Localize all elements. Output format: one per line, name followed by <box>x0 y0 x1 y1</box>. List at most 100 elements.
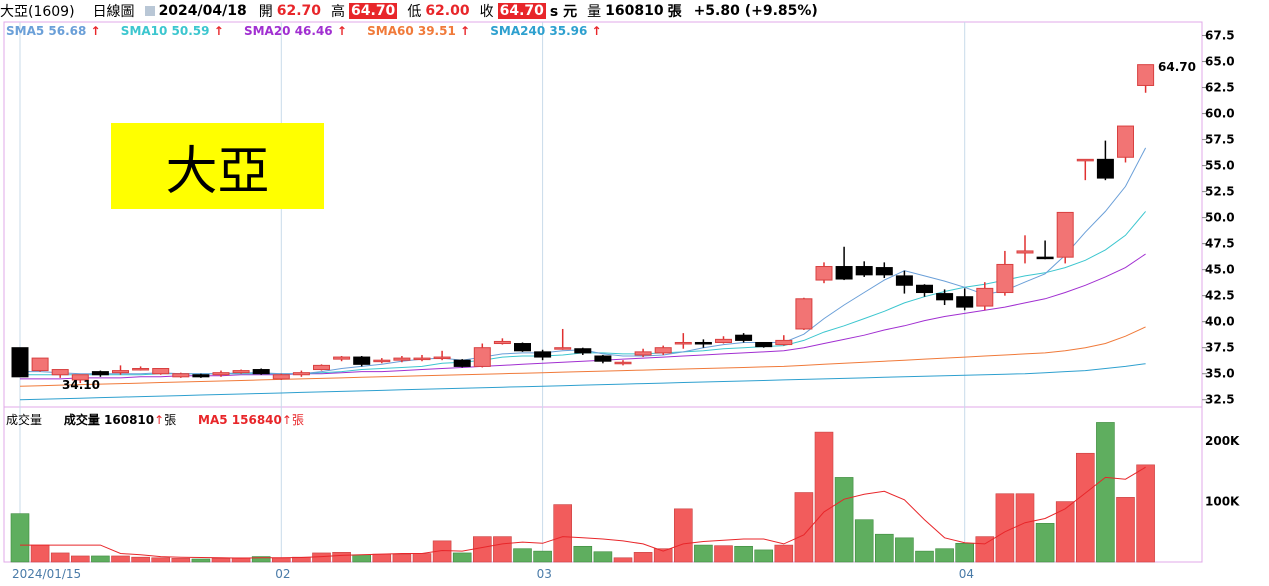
candle-body <box>232 370 250 374</box>
volume-bar <box>553 504 573 563</box>
candle <box>634 348 652 358</box>
volume-bar <box>573 545 593 563</box>
candle-body <box>956 296 974 308</box>
low-value: 62.00 <box>425 3 470 19</box>
volume-value: 160810 <box>605 3 664 19</box>
price-tick-label: 40.0 <box>1205 315 1235 329</box>
legend-sma20: SMA20 46.46 ↑ <box>243 24 347 38</box>
candle <box>735 333 753 343</box>
price-tick-label: 60.0 <box>1205 107 1235 121</box>
date-tick-label: 04 <box>959 567 974 581</box>
candle-body <box>795 298 813 330</box>
legend-sma240: SMA240 35.96 ↑ <box>490 24 602 38</box>
candle <box>694 339 712 348</box>
price-tick-label: 37.5 <box>1205 341 1235 355</box>
volume-bar <box>915 550 934 563</box>
volume-bar <box>1076 452 1095 563</box>
volume-label: 量 <box>587 4 602 20</box>
volume-bar <box>352 554 372 563</box>
quote-date: 2024/04/18 <box>158 3 247 19</box>
candle <box>252 368 270 375</box>
volume-bar <box>995 493 1015 563</box>
candle <box>1117 125 1134 163</box>
candle <box>916 284 933 297</box>
volume-bar <box>412 553 432 563</box>
candle-body <box>855 266 873 276</box>
volume-bar <box>895 537 914 563</box>
volume-bar <box>694 544 713 563</box>
candle <box>815 262 833 284</box>
candle <box>433 350 451 361</box>
price-tick-label: 50.0 <box>1205 211 1235 225</box>
candle-body <box>292 372 310 376</box>
candle <box>212 370 230 377</box>
legend-sma5: SMA5 56.68 ↑ <box>6 24 101 38</box>
candle <box>313 364 330 371</box>
candle <box>1036 240 1054 260</box>
price-tick-label: 65.0 <box>1205 55 1235 69</box>
volume-ma5-line <box>20 466 1146 559</box>
volume-bar <box>30 544 50 563</box>
volume-bar <box>673 508 693 563</box>
candle <box>1096 140 1114 181</box>
period-label[interactable]: 日線圖 <box>92 4 135 20</box>
candle <box>333 356 351 362</box>
candle-body <box>112 370 129 374</box>
volume-bar <box>533 550 552 563</box>
price-tick-label: 67.5 <box>1205 29 1235 43</box>
volume-bar <box>1015 493 1035 563</box>
candle-body <box>172 373 190 378</box>
candle-body <box>936 293 954 301</box>
candle-body <box>674 341 692 345</box>
close-label: 收 <box>479 4 494 20</box>
candle-body <box>775 339 793 346</box>
volume-bar <box>1035 523 1055 563</box>
volume-bar <box>251 556 271 563</box>
volume-bar <box>372 553 392 563</box>
volume-bar <box>332 552 351 563</box>
volume-bar <box>513 548 532 563</box>
sma240-line <box>19 363 1146 401</box>
candle <box>91 370 109 377</box>
candle <box>554 328 572 350</box>
volume-bar <box>452 552 472 563</box>
candle-body <box>192 374 210 378</box>
candle <box>373 358 391 364</box>
candle-body <box>91 371 109 376</box>
volume-bar <box>10 513 30 563</box>
volume-bar <box>834 477 854 563</box>
candle-body <box>152 368 170 375</box>
volume-bar <box>151 557 170 563</box>
candle-body <box>1016 250 1034 254</box>
candle-body <box>31 357 49 372</box>
title-box: 大亞 <box>111 123 324 209</box>
sma20-line <box>20 253 1146 380</box>
volume-bar <box>633 552 653 563</box>
volume-bar <box>1096 422 1115 563</box>
volume-bar <box>935 548 954 563</box>
candle-body <box>433 356 451 360</box>
volume-bar <box>955 542 975 563</box>
candle-body <box>473 347 491 367</box>
candle <box>855 261 873 277</box>
volume-bar <box>814 431 834 563</box>
candle-body <box>715 338 732 343</box>
candle-body <box>1117 125 1134 158</box>
volume-bar <box>271 557 291 563</box>
candle <box>775 335 793 346</box>
volume-bar <box>1136 464 1155 563</box>
candle <box>895 270 913 294</box>
candle-body <box>11 347 29 378</box>
candle-body <box>1036 256 1054 260</box>
date-picker-icon[interactable] <box>144 6 155 16</box>
change-value: +5.80 (+9.85%) <box>693 3 818 19</box>
volume-bar <box>392 553 412 563</box>
candle <box>755 341 773 348</box>
candle <box>272 373 290 380</box>
candle-body <box>514 343 531 352</box>
volume-bar <box>975 536 995 563</box>
volume-panel-name: 成交量 <box>6 413 43 427</box>
candle <box>574 347 592 355</box>
price-axis: 67.5 65.0 62.5 60.0 57.5 55.0 52.5 50.0 47.5 45.0… <box>1202 29 1235 407</box>
